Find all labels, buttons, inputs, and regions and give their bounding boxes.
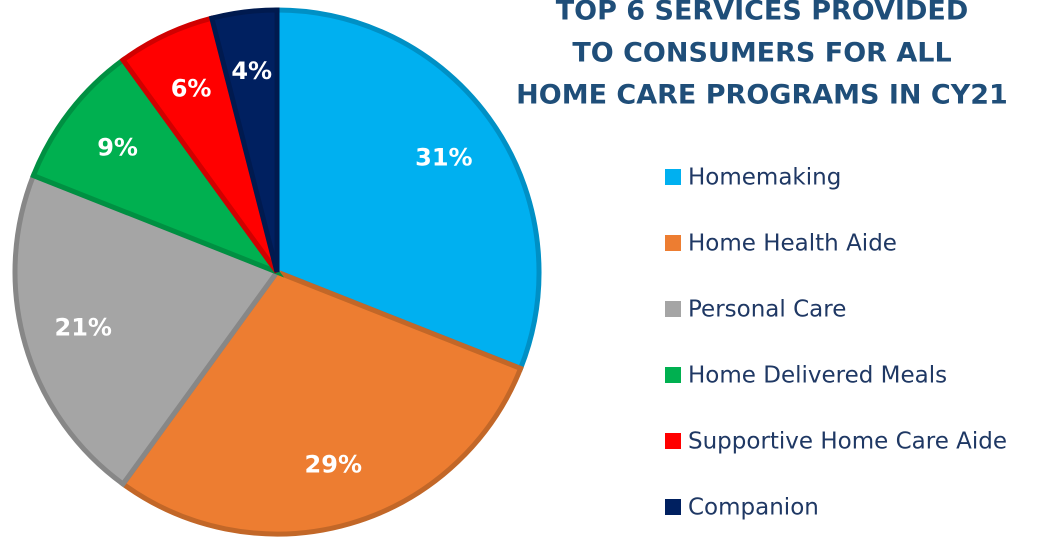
- data-label: 21%: [55, 313, 112, 341]
- data-label: 4%: [231, 57, 272, 85]
- data-label: 31%: [415, 144, 472, 172]
- pie-slice: [30, 56, 285, 278]
- legend-swatch: [665, 301, 681, 317]
- pie-slice: [119, 268, 524, 537]
- legend-label: Companion: [688, 495, 819, 521]
- data-label: 6%: [171, 74, 212, 102]
- legend-label: Home Delivered Meals: [688, 363, 947, 389]
- legend-label: Supportive Home Care Aide: [688, 429, 1007, 455]
- data-label: 29%: [305, 451, 362, 479]
- legend-swatch: [665, 367, 681, 383]
- chart-title: HOME CARE PROGRAMS IN CY21: [516, 80, 1008, 111]
- legend-swatch: [665, 499, 681, 515]
- legend-swatch: [665, 433, 681, 449]
- pie-slice: [274, 7, 542, 372]
- legend-swatch: [665, 235, 681, 251]
- legend-swatch: [665, 169, 681, 185]
- chart-title: TO CONSUMERS FOR ALL: [572, 38, 951, 69]
- pie-slice: [208, 7, 280, 273]
- pie-slice: [12, 172, 281, 488]
- legend-label: Personal Care: [688, 297, 846, 323]
- legend-label: Home Health Aide: [688, 231, 897, 257]
- legend-label: Homemaking: [688, 165, 841, 191]
- data-label: 9%: [97, 133, 138, 161]
- chart-title: TOP 6 SERVICES PROVIDED: [556, 0, 969, 27]
